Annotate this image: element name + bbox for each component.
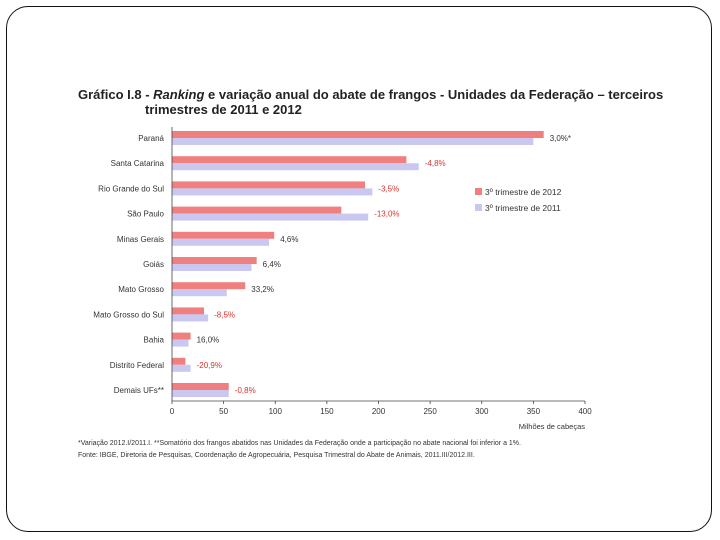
chart-title-emphasis: Ranking [153, 87, 205, 102]
chart-title-rest: e variação anual do abate de frangos - U… [204, 87, 664, 102]
legend-label: 3º trimestre de 2012 [485, 187, 562, 197]
legend-swatch [475, 188, 482, 195]
category-label: Santa Catarina [111, 159, 165, 168]
x-tick-label: 400 [578, 407, 592, 416]
x-tick-label: 300 [475, 407, 489, 416]
bar-2012 [172, 282, 246, 290]
category-label: São Paulo [127, 210, 164, 219]
x-tick-label: 150 [320, 407, 334, 416]
bar-2011 [172, 390, 229, 397]
bar-2011 [172, 314, 209, 322]
x-tick-label: 200 [372, 407, 386, 416]
variation-label: -20,9% [197, 361, 222, 370]
bar-2012 [172, 181, 366, 189]
x-axis: 0 50 100 150 200 250 300 350 400 Milhões de cabeç… [170, 127, 592, 431]
variation-label: 3,0%* [550, 134, 571, 143]
legend: 3º trimestre de 2012 3º trimestre de 2011 [475, 187, 562, 213]
bar-2012 [172, 231, 275, 239]
bar-2012 [172, 332, 191, 340]
category-label: Distrito Federal [110, 361, 164, 370]
bar-2011 [172, 339, 189, 347]
variation-label: 4,6% [280, 235, 298, 244]
variation-label: -0,8% [235, 386, 256, 395]
x-tick-label: 250 [423, 407, 437, 416]
variation-label: 33,2% [251, 285, 274, 294]
category-label: Demais UFs** [114, 386, 164, 395]
bars-layer [172, 131, 544, 397]
variation-label: -8,5% [214, 310, 235, 319]
bar-2012 [172, 307, 205, 315]
bar-2012 [172, 357, 186, 365]
bar-2011 [172, 188, 373, 196]
category-label: Bahia [144, 336, 165, 345]
chart-title-line2: trimestres de 2011 e 2012 [145, 102, 302, 117]
footnote-source: Fonte: IBGE, Diretoria de Pesquisas, Coo… [78, 452, 475, 459]
x-tick-label: 350 [527, 407, 541, 416]
category-label: Rio Grande do Sul [98, 184, 164, 193]
variation-label: -13,0% [374, 210, 399, 219]
category-label: Goiás [143, 260, 164, 269]
x-tick-label: 100 [269, 407, 283, 416]
bar-2011 [172, 264, 252, 271]
chart-title: Gráfico I.8 - Ranking e variação anual d… [78, 87, 668, 117]
bar-2012 [172, 156, 407, 164]
x-tick-label: 50 [219, 407, 228, 416]
variation-label: -3,5% [378, 184, 399, 193]
bar-2011 [172, 213, 369, 221]
bar-2011 [172, 138, 534, 145]
bar-2011 [172, 163, 419, 171]
category-label: Mato Grosso [118, 285, 164, 294]
legend-label: 3º trimestre de 2011 [485, 203, 561, 213]
labels-layer: Paraná 3,0%* Santa Catarina -4,8% Rio Grande… [93, 134, 571, 395]
x-axis-title: Milhões de cabeças [519, 422, 586, 431]
footnote-note: *Variação 2012.I/2011.I. **Somatório dos… [78, 440, 521, 447]
bar-2012 [172, 383, 229, 390]
bar-2011 [172, 364, 191, 372]
bar-2012 [172, 131, 544, 138]
chart-title-prefix: Gráfico I.8 - [78, 87, 154, 102]
bar-2012 [172, 257, 257, 264]
variation-label: 16,0% [197, 336, 220, 345]
slide-frame [6, 6, 712, 532]
legend-swatch [475, 204, 482, 211]
category-label: Minas Gerais [117, 235, 164, 244]
variation-label: -4,8% [425, 159, 446, 168]
bar-2011 [172, 289, 227, 297]
category-label: Paraná [138, 134, 164, 143]
bar-2011 [172, 238, 270, 246]
x-tick-label: 0 [170, 407, 175, 416]
category-label: Mato Grosso do Sul [93, 310, 164, 319]
bar-2012 [172, 206, 342, 214]
variation-label: 6,4% [263, 260, 281, 269]
